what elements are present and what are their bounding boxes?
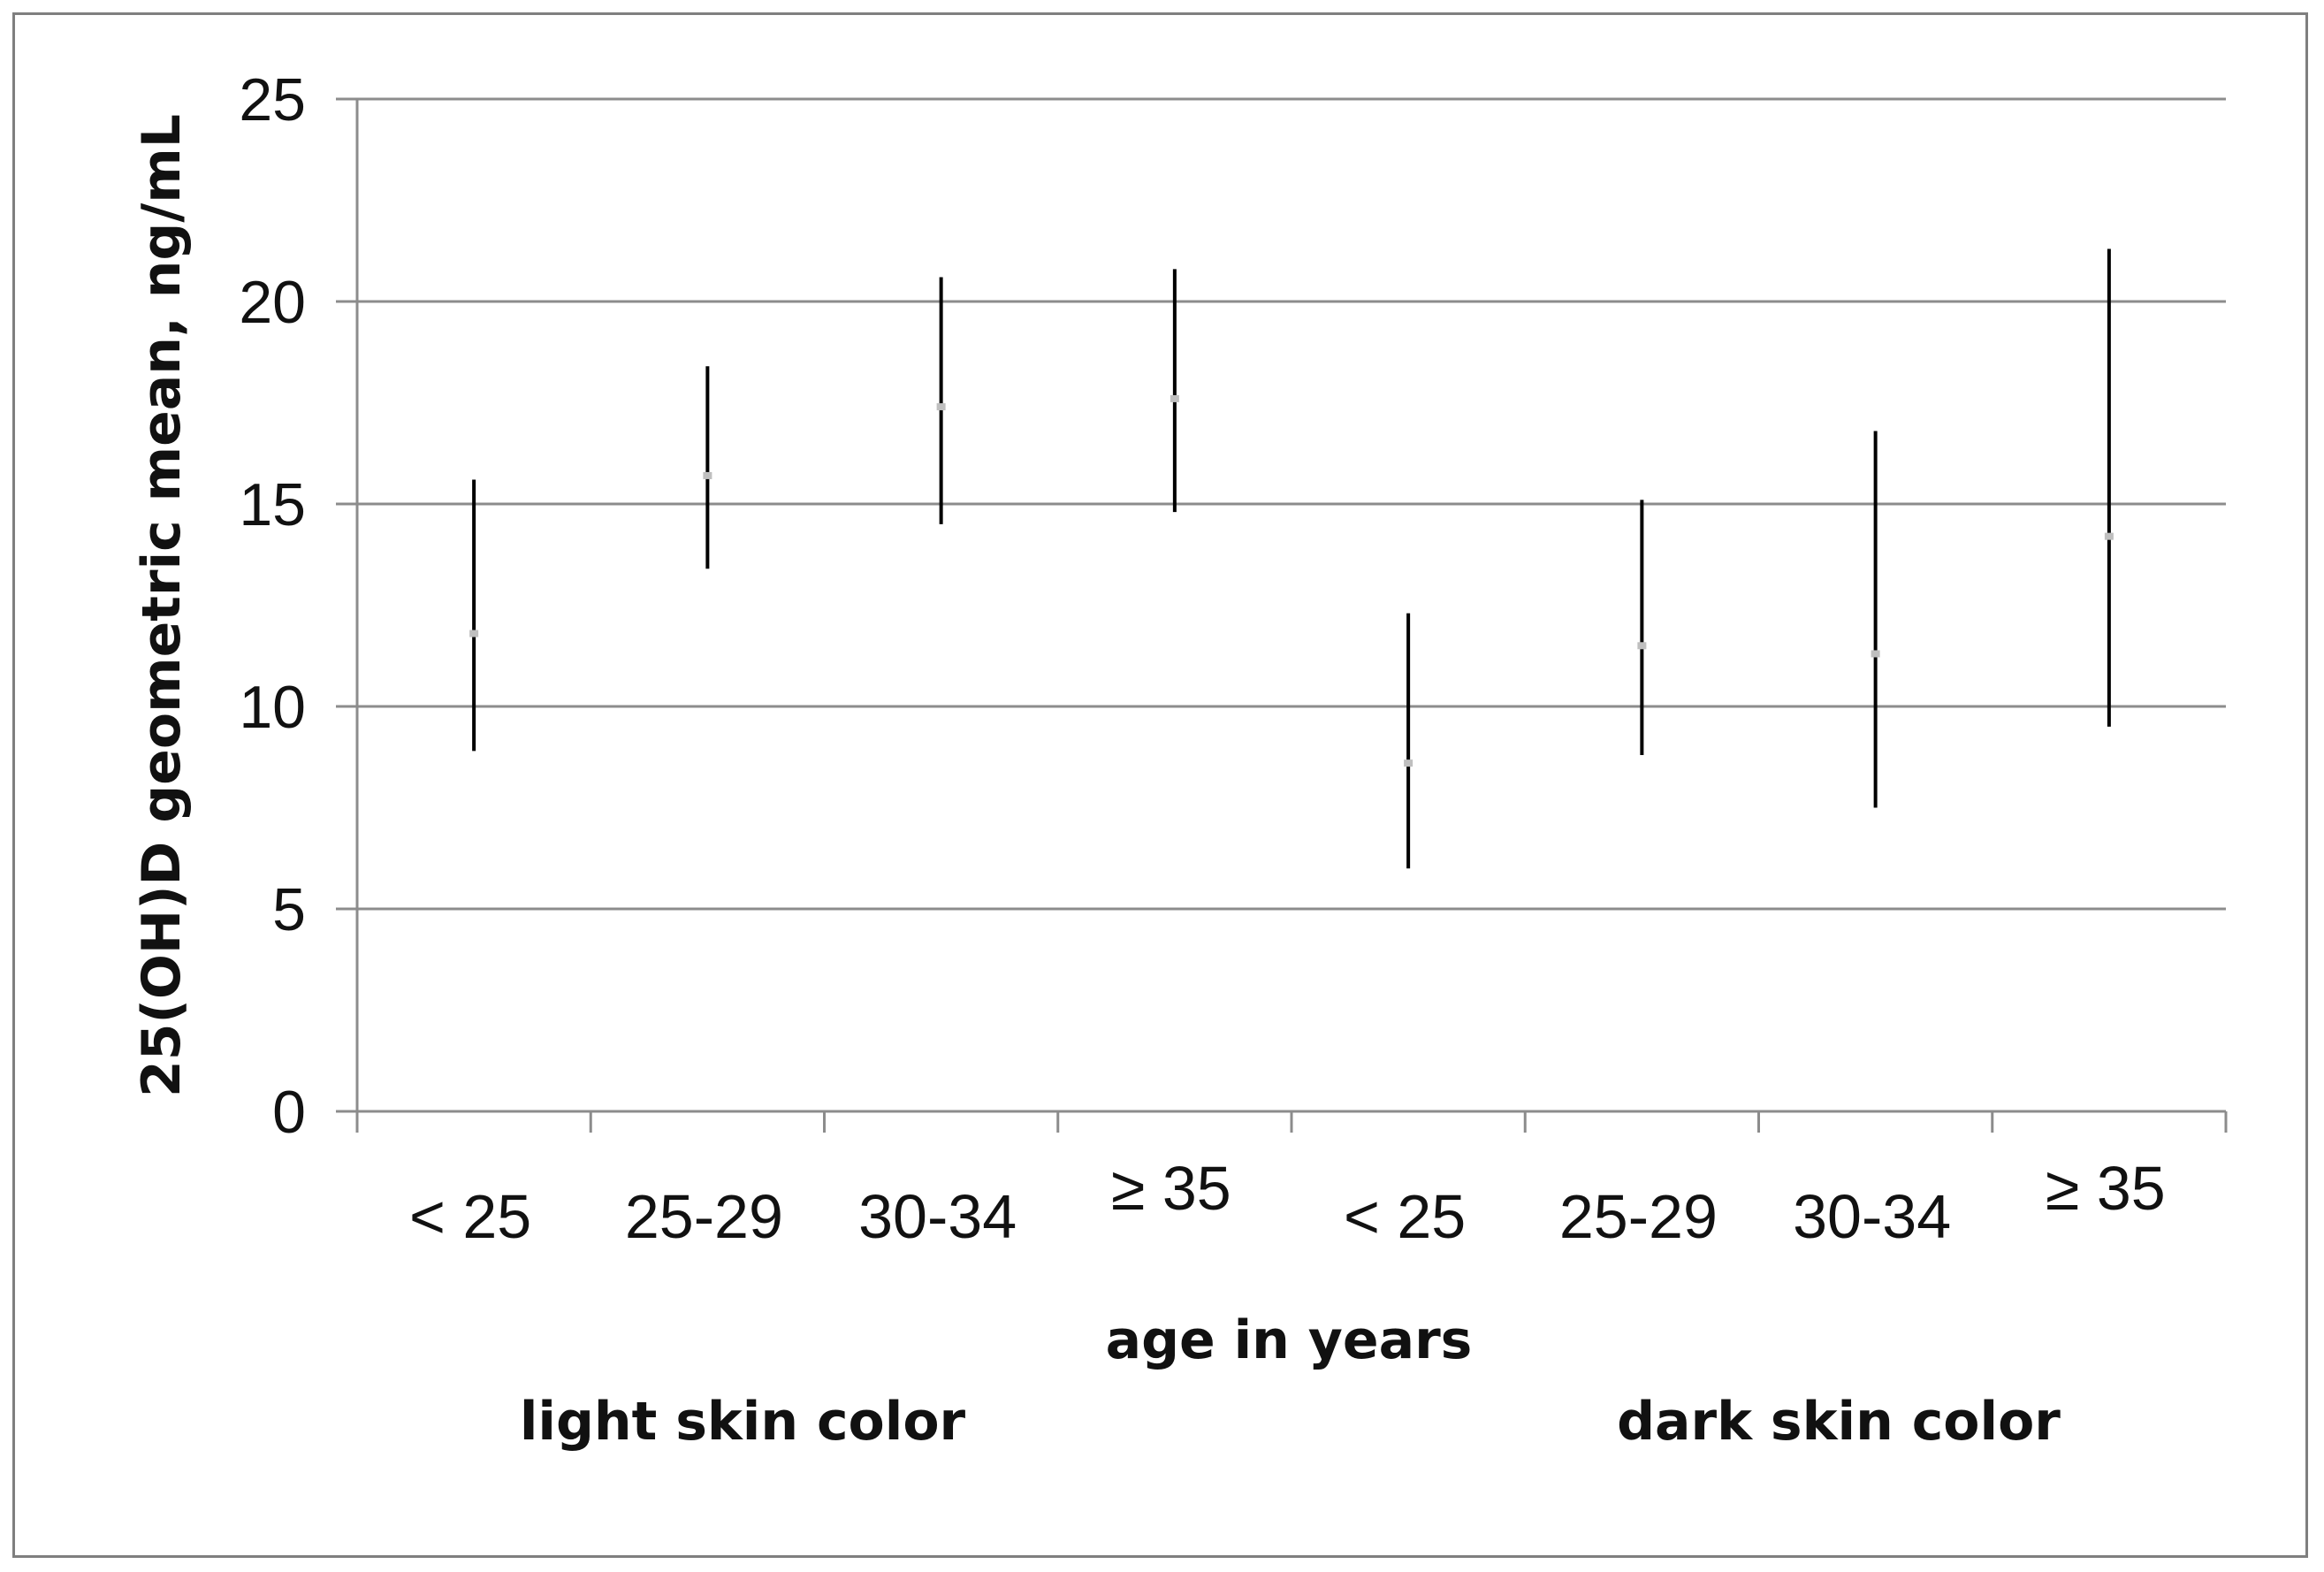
y-axis-ticks: 0 5 10 15 20 25 [239, 66, 306, 1146]
x-axis-categories: < 25 25-29 30-34 ≥ 35 < 25 25-29 30-34 ≥ 35 [409, 1154, 2166, 1251]
x-category-label: 30-34 [858, 1182, 1017, 1251]
y-tick-label: 15 [239, 471, 306, 538]
mean-marker [936, 403, 946, 411]
x-category-label: 25-29 [625, 1182, 783, 1251]
x-category-label: ≥ 35 [1111, 1154, 1231, 1223]
mean-marker [1170, 394, 1179, 402]
group-label-dark-skin: dark skin color [1617, 1391, 2061, 1453]
y-tick-label: 25 [239, 66, 306, 134]
x-category-label: < 25 [409, 1182, 531, 1251]
y-tick-label: 0 [272, 1079, 306, 1146]
mean-marker [1871, 650, 1880, 658]
gridlines [336, 97, 2226, 1113]
mean-marker [469, 630, 479, 637]
x-category-label: ≥ 35 [2046, 1154, 2166, 1223]
y-axis-label: 25(OH)D geometric mean, ng/mL [131, 114, 193, 1097]
y-tick-label: 20 [239, 269, 306, 336]
x-category-label: 30-34 [1793, 1182, 1951, 1251]
mean-marker [703, 471, 712, 479]
x-axis [355, 99, 2228, 1133]
x-axis-label: age in years [1106, 1309, 1473, 1371]
mean-marker [2104, 532, 2114, 540]
x-category-label: 25-29 [1559, 1182, 1718, 1251]
mean-marker [1637, 642, 1647, 650]
chart-frame [12, 12, 2308, 1558]
error-bars [469, 248, 2114, 869]
group-label-light-skin: light skin color [520, 1391, 966, 1453]
y-tick-label: 5 [272, 876, 306, 943]
y-tick-label: 10 [239, 674, 306, 741]
x-category-label: < 25 [1344, 1182, 1466, 1251]
mean-marker [1404, 759, 1413, 767]
